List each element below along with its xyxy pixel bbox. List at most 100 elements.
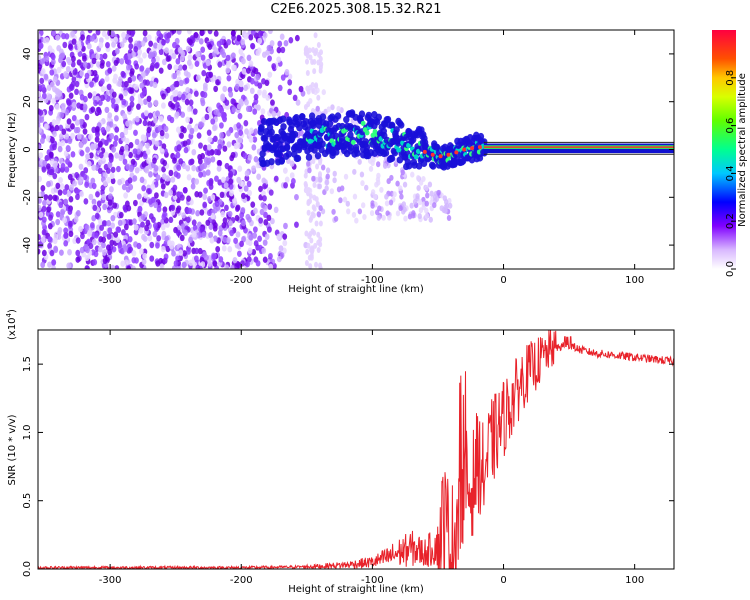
heatmap-cell: [113, 231, 119, 238]
heatmap-cell: [119, 58, 125, 65]
heatmap-cell: [58, 56, 63, 64]
heatmap-cell: [368, 165, 374, 172]
heatmap-cell: [114, 115, 119, 122]
heatmap-cell: [180, 93, 186, 101]
heatmap-cell: [170, 209, 176, 216]
heatmap-cell: [305, 69, 310, 76]
heatmap-cell: [233, 142, 239, 150]
heatmap-cell: [74, 80, 80, 88]
heatmap-peak-point: [477, 145, 482, 150]
heatmap-cell: [143, 192, 149, 199]
heatmap-cell: [259, 208, 265, 216]
heatmap-cell: [331, 208, 336, 215]
heatmap-cell: [125, 163, 131, 170]
heatmap-cell: [202, 91, 208, 99]
heatmap-cell: [155, 110, 160, 117]
heatmap-cell: [230, 52, 236, 59]
heatmap-cell: [317, 171, 322, 178]
heatmap-cell: [244, 128, 249, 135]
heatmap-cell: [313, 50, 318, 57]
heatmap-cell: [253, 207, 258, 215]
heatmap-cell: [260, 202, 266, 209]
heatmap-cell: [219, 122, 224, 129]
heatmap-cell: [210, 118, 216, 125]
heatmap-cell: [239, 211, 245, 219]
heatmap-cell: [160, 218, 165, 226]
heatmap-cell: [91, 126, 97, 134]
heatmap-cell: [305, 85, 310, 92]
heatmap-cell: [104, 106, 110, 114]
heatmap-cell: [216, 102, 222, 109]
heatmap-cell: [219, 191, 225, 199]
heatmap-cell: [148, 112, 153, 119]
heatmap-cell: [408, 137, 415, 145]
heatmap-cell: [162, 159, 168, 167]
heatmap-cell: [238, 129, 244, 136]
heatmap-cell: [127, 76, 133, 84]
heatmap-cell: [128, 246, 133, 253]
heatmap-cell: [202, 162, 208, 170]
heatmap-cell: [425, 192, 430, 199]
heatmap-cell: [83, 198, 89, 205]
heatmap-cell: [131, 265, 136, 269]
heatmap-cell: [117, 219, 123, 227]
heatmap-cell: [162, 257, 168, 264]
heatmap-cell: [38, 33, 41, 40]
heatmap-cell: [132, 175, 138, 182]
heatmap-cell: [145, 67, 151, 74]
heatmap-cell: [330, 104, 335, 111]
heatmap-cell: [264, 79, 270, 87]
heatmap-cell: [284, 68, 290, 76]
heatmap-cell: [238, 48, 244, 55]
heatmap-cell: [58, 201, 64, 209]
heatmap-cell: [239, 240, 244, 248]
heatmap-cell: [142, 252, 148, 260]
heatmap-cell: [309, 254, 314, 261]
heatmap-cell: [52, 143, 57, 151]
heatmap-cell: [319, 140, 326, 148]
heatmap-cell: [103, 151, 109, 158]
heatmap-cell: [206, 129, 212, 136]
heatmap-cell: [113, 73, 118, 81]
heatmap-cell: [142, 52, 147, 59]
heatmap-cell: [105, 60, 111, 68]
heatmap-cell: [47, 236, 53, 243]
heatmap-cell: [82, 104, 88, 111]
heatmap-cell: [155, 174, 161, 181]
heatmap-cell: [45, 135, 51, 142]
heatmap-cell: [187, 54, 193, 61]
heatmap-cell: [119, 41, 125, 48]
heatmap-cell: [94, 212, 100, 220]
heatmap-cell: [188, 38, 193, 46]
heatmap-cell: [138, 57, 144, 64]
heatmap-cell: [47, 94, 52, 101]
heatmap-cell: [418, 179, 424, 186]
heatmap-cell: [38, 191, 42, 199]
heatmap-cell: [51, 259, 57, 266]
heatmap-cell: [280, 115, 287, 123]
heatmap-cell: [212, 222, 218, 229]
heatmap-cell: [175, 151, 181, 159]
heatmap-cell: [311, 204, 316, 211]
heatmap-cell: [186, 248, 191, 255]
heatmap-cell: [142, 235, 148, 242]
heatmap-cell: [188, 236, 193, 244]
heatmap-cell: [155, 55, 160, 63]
heatmap-cell: [105, 125, 111, 132]
heatmap-cell: [68, 196, 74, 203]
heatmap-cell: [229, 190, 234, 197]
heatmap-cell: [316, 247, 321, 254]
heatmap-cell: [417, 213, 422, 220]
heatmap-cell: [68, 92, 74, 99]
heatmap-cell: [202, 193, 208, 201]
heatmap-cell: [476, 154, 484, 162]
heatmap-cell: [40, 236, 46, 243]
heatmap-cell: [243, 185, 249, 192]
heatmap-cell: [41, 92, 47, 100]
heatmap-cell: [161, 39, 166, 46]
heatmap-cell: [372, 193, 378, 200]
heatmap-cell: [417, 199, 423, 206]
heatmap-cell: [395, 180, 400, 187]
heatmap-cell: [129, 87, 135, 94]
heatmap-cell: [439, 192, 444, 199]
